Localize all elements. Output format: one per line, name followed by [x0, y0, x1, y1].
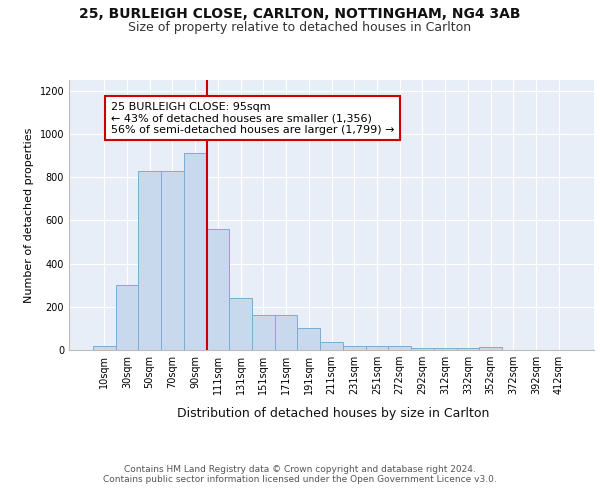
Bar — [365, 346, 388, 350]
Bar — [457, 348, 479, 350]
Bar — [434, 348, 457, 350]
Bar — [206, 229, 229, 350]
Bar — [139, 170, 161, 350]
Bar — [298, 328, 320, 350]
Bar — [252, 316, 275, 350]
Bar — [320, 342, 343, 350]
Bar — [388, 346, 411, 350]
Bar — [93, 346, 116, 350]
Bar — [479, 348, 502, 350]
Text: 25 BURLEIGH CLOSE: 95sqm
← 43% of detached houses are smaller (1,356)
56% of sem: 25 BURLEIGH CLOSE: 95sqm ← 43% of detach… — [111, 102, 395, 135]
Bar — [161, 170, 184, 350]
Text: Contains HM Land Registry data © Crown copyright and database right 2024.
Contai: Contains HM Land Registry data © Crown c… — [103, 465, 497, 484]
Text: Size of property relative to detached houses in Carlton: Size of property relative to detached ho… — [128, 21, 472, 34]
Bar — [229, 298, 252, 350]
Bar — [343, 346, 365, 350]
Bar — [411, 348, 434, 350]
Bar — [275, 316, 298, 350]
Bar — [184, 154, 206, 350]
Bar — [116, 285, 139, 350]
Text: 25, BURLEIGH CLOSE, CARLTON, NOTTINGHAM, NG4 3AB: 25, BURLEIGH CLOSE, CARLTON, NOTTINGHAM,… — [79, 8, 521, 22]
Y-axis label: Number of detached properties: Number of detached properties — [24, 128, 34, 302]
Text: Distribution of detached houses by size in Carlton: Distribution of detached houses by size … — [177, 408, 489, 420]
